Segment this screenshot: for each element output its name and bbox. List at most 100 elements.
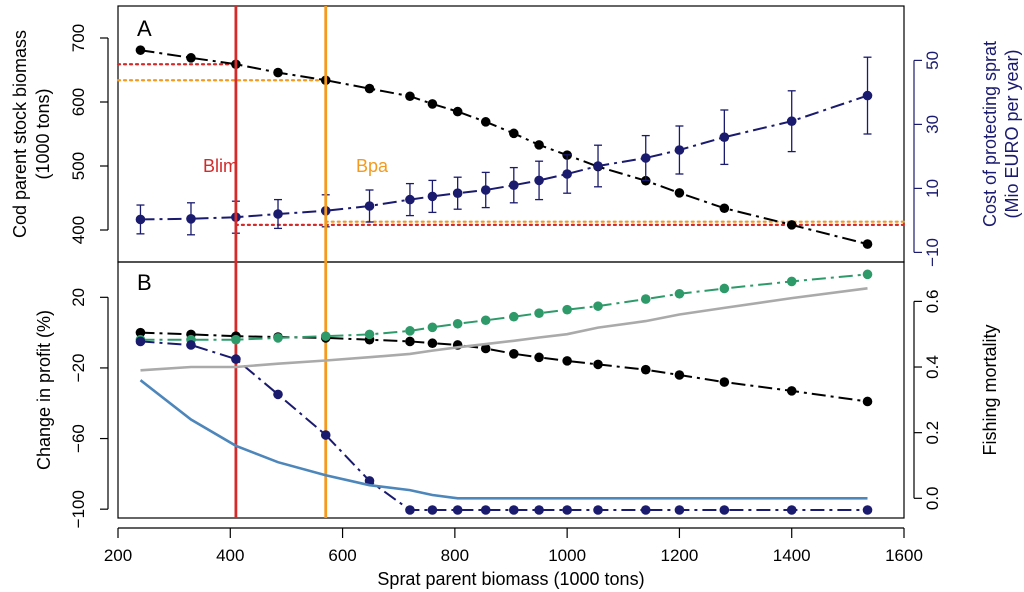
x-axis-title: Sprat parent biomass (1000 tons) <box>377 569 644 589</box>
profit-navy-point-13 <box>593 505 603 515</box>
cod-biomass-point-7 <box>428 99 438 109</box>
panel-a-right-title-2: (Mio EURO per year) <box>1002 49 1022 218</box>
panel-b-right-tick-label-1: 0.2 <box>923 421 942 445</box>
panel-b-marks <box>136 270 873 515</box>
panel-a-letter: A <box>137 16 152 41</box>
x-tick-label-4: 1000 <box>548 546 586 565</box>
profit-navy-point-9 <box>481 505 491 515</box>
profit-navy-point-17 <box>787 505 797 515</box>
panel-b-right-title: Fishing mortality <box>980 324 1000 455</box>
profit-black-point-12 <box>562 356 572 366</box>
panel-b-left-tick-label-1: −60 <box>69 424 88 453</box>
cost-point-1 <box>186 214 196 224</box>
profit-green-point-9 <box>481 315 491 325</box>
profit-navy-point-8 <box>453 505 463 515</box>
panel-a-right-tick-label-3: 50 <box>923 51 942 70</box>
panel-b-left-tick-label-0: −100 <box>69 490 88 528</box>
panel-a-left-tick-label-3: 700 <box>69 24 88 52</box>
cod-biomass-point-1 <box>186 53 196 63</box>
cost-point-9 <box>481 185 491 195</box>
cost-point-3 <box>273 209 283 219</box>
cod-biomass-point-16 <box>720 203 730 213</box>
cod-biomass-point-11 <box>534 140 544 150</box>
panel-b-left-title: Change in profit (%) <box>34 310 54 470</box>
panel-b-letter: B <box>137 270 152 295</box>
profit-navy-point-2 <box>231 354 241 364</box>
profit-black-point-13 <box>593 360 603 370</box>
panel-a-right-title-1: Cost of protecting sprat <box>980 41 1000 227</box>
cod-biomass-point-15 <box>675 188 685 198</box>
cost-point-5 <box>365 201 375 211</box>
profit-black-point-15 <box>675 370 685 380</box>
profit-green-point-14 <box>641 294 651 304</box>
profit-navy-point-0 <box>136 337 146 347</box>
panel-a-left-tick-label-2: 600 <box>69 88 88 116</box>
profit-green-point-3 <box>273 333 283 343</box>
panel-b-left-tick-label-3: 20 <box>69 288 88 307</box>
panel-a-left-title-1: Cod parent stock biomass <box>10 30 30 238</box>
profit-navy-point-14 <box>641 505 651 515</box>
cod-biomass-point-18 <box>863 239 873 249</box>
profit-green-point-13 <box>593 301 603 311</box>
profit-green-point-15 <box>675 289 685 299</box>
panel-b-left-tick-label-2: −20 <box>69 354 88 383</box>
cost-line <box>141 96 868 220</box>
cost-point-15 <box>675 145 685 155</box>
profit-green-point-8 <box>453 319 463 329</box>
x-tick-label-0: 200 <box>104 546 132 565</box>
profit-navy-point-3 <box>273 390 283 400</box>
profit-green-point-5 <box>365 330 375 340</box>
profit-navy-point-16 <box>720 505 730 515</box>
profit-navy-point-6 <box>405 505 415 515</box>
cod-biomass-point-5 <box>365 84 375 94</box>
profit-navy-point-1 <box>186 340 196 350</box>
x-tick-label-7: 1600 <box>885 546 923 565</box>
profit-black-point-14 <box>641 365 651 375</box>
cod-biomass-point-8 <box>453 107 463 117</box>
profit-navy-point-18 <box>863 505 873 515</box>
cod-biomass-point-3 <box>273 68 283 78</box>
cod-biomass-point-17 <box>787 220 797 230</box>
x-tick-label-3: 800 <box>441 546 469 565</box>
profit-green-point-12 <box>562 305 572 315</box>
x-tick-label-1: 400 <box>216 546 244 565</box>
cost-point-12 <box>562 169 572 179</box>
panel-a-left-tick-label-1: 500 <box>69 152 88 180</box>
panel-a-right-tick-label-2: 30 <box>923 115 942 134</box>
panel-b-right-tick-label-3: 0.6 <box>923 290 942 314</box>
profit-green-point-17 <box>787 277 797 287</box>
cost-point-6 <box>405 195 415 205</box>
profit-black-point-11 <box>534 353 544 363</box>
panel-b-right-tick-label-0: 0.0 <box>923 486 942 510</box>
profit-green-point-2 <box>231 335 241 345</box>
cod-biomass-point-10 <box>509 129 519 139</box>
x-tick-label-6: 1400 <box>773 546 811 565</box>
profit-black-point-10 <box>509 349 519 359</box>
profit-green-point-7 <box>428 323 438 333</box>
panel-b-right-tick-label-2: 0.4 <box>923 355 942 379</box>
profit-green-point-4 <box>321 331 331 341</box>
panel-a-right-tick-label-1: 10 <box>923 179 942 198</box>
cost-point-10 <box>509 180 519 190</box>
profit-navy-point-11 <box>534 505 544 515</box>
profit-green-point-16 <box>720 284 730 294</box>
cod-biomass-point-0 <box>136 45 146 55</box>
cost-point-16 <box>720 132 730 142</box>
profit-green-point-11 <box>534 308 544 318</box>
cost-point-11 <box>534 176 544 186</box>
profit-navy-point-15 <box>675 505 685 515</box>
profit-navy-point-7 <box>428 505 438 515</box>
profit-navy-point-10 <box>509 505 519 515</box>
cost-point-8 <box>453 188 463 198</box>
profit-green-point-18 <box>863 270 873 280</box>
profit-navy-point-4 <box>321 430 331 440</box>
panel-a-right-tick-label-0: −10 <box>923 238 942 267</box>
profit-navy-point-12 <box>562 505 572 515</box>
profit-black-point-7 <box>428 338 438 348</box>
cod-biomass-point-9 <box>481 117 491 127</box>
profit-black-point-6 <box>405 337 415 347</box>
cost-point-17 <box>787 116 797 126</box>
cost-point-14 <box>641 153 651 163</box>
bpa-label: Bpa <box>356 156 389 176</box>
